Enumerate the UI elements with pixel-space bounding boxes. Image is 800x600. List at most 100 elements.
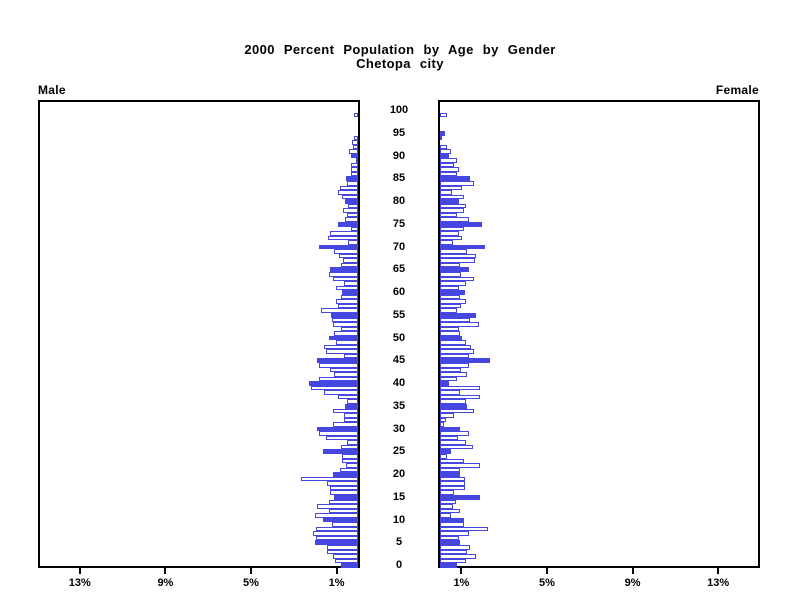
pyramid-bar-male-age-43 <box>330 367 358 373</box>
pyramid-bar-male-age-44 <box>319 363 358 368</box>
pyramid-bar-male-age-9 <box>332 522 358 527</box>
pyramid-bar-male-age-5 <box>315 540 358 546</box>
pyramid-bar-female-age-1 <box>440 558 466 564</box>
pyramid-bar-female-age-7 <box>440 531 469 536</box>
pyramid-bar-male-age-41 <box>319 376 358 382</box>
age-tick-label-95: 95 <box>392 126 406 139</box>
male-panel-label: Male <box>38 83 66 97</box>
pyramid-bar-male-age-86 <box>350 171 358 177</box>
pyramid-bar-female-age-18 <box>440 481 465 486</box>
pyramid-bar-female-age-95 <box>440 130 446 136</box>
pyramid-bar-female-age-6 <box>440 535 460 541</box>
pyramid-bar-female-age-47 <box>440 349 475 354</box>
pyramid-bar-male-age-74 <box>350 226 358 232</box>
pyramid-bar-male-age-70 <box>319 244 358 250</box>
pyramid-bar-female-age-87 <box>440 167 460 172</box>
pyramid-bar-male-age-59 <box>340 294 358 300</box>
pyramid-bar-male-age-15 <box>334 494 358 500</box>
pyramid-bar-male-age-68 <box>338 253 358 259</box>
pyramid-bar-male-age-8 <box>316 526 358 532</box>
pyramid-bar-male-age-72 <box>328 235 358 241</box>
pyramid-bar-female-age-16 <box>440 490 454 495</box>
pyramid-bar-female-age-68 <box>440 253 477 259</box>
pyramid-bar-male-age-2 <box>333 554 358 559</box>
pyramid-bar-male-age-20 <box>333 472 358 477</box>
pyramid-bar-male-age-93 <box>351 140 358 145</box>
pyramid-bar-male-age-30 <box>317 426 358 432</box>
age-tick-label-90: 90 <box>392 149 406 162</box>
male-axis-tick-1 <box>335 568 338 574</box>
pyramid-bar-female-age-79 <box>440 203 466 209</box>
pyramid-bar-male-age-64 <box>329 272 358 277</box>
pyramid-bar-female-age-56 <box>440 308 458 313</box>
pyramid-bar-male-age-78 <box>343 208 358 213</box>
pyramid-bar-male-age-21 <box>339 467 358 473</box>
pyramid-bar-female-age-32 <box>440 417 447 423</box>
pyramid-bar-male-age-37 <box>337 394 358 400</box>
pyramid-bar-male-age-24 <box>341 454 358 459</box>
pyramid-bar-female-age-60 <box>440 290 465 295</box>
age-tick-label-35: 35 <box>392 399 406 412</box>
pyramid-bar-female-age-11 <box>440 513 451 518</box>
pyramid-bar-male-age-19 <box>301 476 358 482</box>
pyramid-bar-male-age-51 <box>334 331 358 336</box>
pyramid-bar-female-age-42 <box>440 372 467 377</box>
pyramid-bar-female-age-61 <box>440 285 460 291</box>
age-tick-label-55: 55 <box>392 308 406 321</box>
pyramid-bar-female-age-72 <box>440 235 463 241</box>
pyramid-bar-female-age-37 <box>440 394 480 400</box>
pyramid-bar-female-age-64 <box>440 272 462 277</box>
pyramid-bar-male-age-7 <box>313 531 358 536</box>
pyramid-bar-male-age-6 <box>316 535 358 541</box>
female-panel <box>438 100 760 568</box>
pyramid-bar-female-age-69 <box>440 249 467 254</box>
pyramid-bar-male-age-92 <box>352 144 358 150</box>
female-axis-tick-label-1: 1% <box>453 577 470 589</box>
pyramid-bar-female-age-86 <box>440 171 458 177</box>
pyramid-bar-female-age-78 <box>440 208 464 213</box>
age-tick-label-40: 40 <box>392 377 406 389</box>
pyramid-bar-male-age-36 <box>347 399 358 404</box>
pyramid-bar-male-age-40 <box>308 381 358 386</box>
pyramid-bar-female-age-66 <box>440 262 461 268</box>
pyramid-bar-female-age-58 <box>440 299 466 304</box>
pyramid-bar-female-age-62 <box>440 281 466 286</box>
pyramid-bar-female-age-75 <box>440 221 482 227</box>
pyramid-bar-male-age-17 <box>330 485 358 491</box>
pyramid-bar-female-age-83 <box>440 185 463 191</box>
pyramid-bar-female-age-50 <box>440 335 463 341</box>
male-axis-tick-9 <box>164 568 167 574</box>
male-panel <box>38 100 360 568</box>
pyramid-bar-male-age-75 <box>337 221 358 227</box>
age-tick-label-15: 15 <box>392 490 406 503</box>
female-axis-tick-label-5: 5% <box>539 577 555 589</box>
pyramid-bar-male-age-57 <box>337 303 358 309</box>
pyramid-bar-male-age-50 <box>329 335 358 341</box>
pyramid-bar-female-age-53 <box>440 322 479 327</box>
age-tick-label-10: 10 <box>392 513 406 526</box>
age-tick-label-75: 75 <box>392 217 406 230</box>
pyramid-bar-male-age-29 <box>319 431 358 436</box>
pyramid-bar-female-age-33 <box>440 413 454 418</box>
pyramid-bar-female-age-8 <box>440 526 489 532</box>
pyramid-bar-female-age-54 <box>440 317 470 323</box>
pyramid-bar-male-age-32 <box>344 417 358 423</box>
pyramid-bar-male-age-58 <box>335 299 358 304</box>
age-tick-label-80: 80 <box>392 195 406 207</box>
pyramid-bar-female-age-31 <box>440 422 445 427</box>
female-axis-tick-5 <box>546 568 548 574</box>
chart-title: 2000 Percent Population by Age by Gender <box>244 42 556 57</box>
age-tick-label-30: 30 <box>392 422 406 435</box>
pyramid-bar-male-age-55 <box>331 312 358 318</box>
pyramid-bar-male-age-84 <box>347 181 358 186</box>
pyramid-bar-male-age-81 <box>341 194 358 200</box>
male-axis-tick-label-9: 9% <box>157 577 174 589</box>
pyramid-bar-female-age-73 <box>440 231 460 236</box>
pyramid-bar-female-age-0 <box>440 563 458 568</box>
age-tick-label-45: 45 <box>392 354 406 367</box>
pyramid-bar-male-age-52 <box>340 326 358 332</box>
pyramid-bar-male-age-25 <box>322 449 358 455</box>
pyramid-bar-male-age-89 <box>355 158 358 163</box>
pyramid-bar-female-age-25 <box>440 449 451 455</box>
pyramid-bar-female-age-34 <box>440 408 475 414</box>
